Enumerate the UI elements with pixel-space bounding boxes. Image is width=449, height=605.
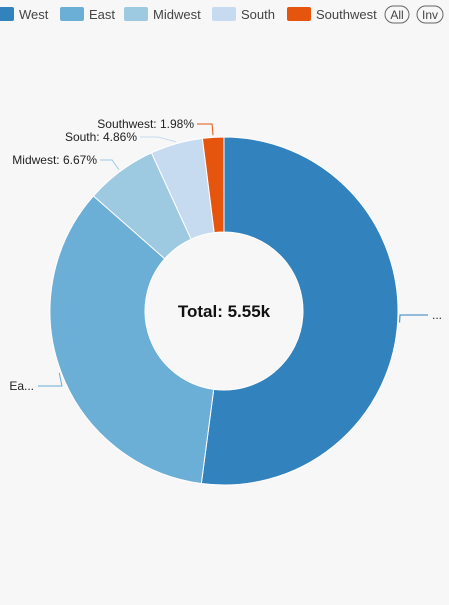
legend-label-east: East <box>89 7 115 22</box>
slice-southwest[interactable] <box>201 136 225 234</box>
slice-east[interactable] <box>49 195 215 485</box>
legend-item-west[interactable]: West <box>0 7 49 22</box>
legend-swatch-midwest <box>124 7 148 21</box>
legend-invert-label: Inv <box>422 8 438 22</box>
legend-item-southwest[interactable]: Southwest <box>287 7 377 22</box>
leader-line-southwest <box>197 123 214 136</box>
leader-line-west <box>399 314 428 323</box>
legend-label-west: West <box>19 7 49 22</box>
leader-line-east <box>38 372 63 387</box>
legend-invert-button[interactable]: Inv <box>416 5 444 24</box>
legend-select-all-button[interactable]: All <box>384 5 410 24</box>
slice-label-south: South: 4.86% <box>65 130 137 144</box>
slice-label-southwest: Southwest: 1.98% <box>97 117 194 131</box>
center-total-label: Total: 5.55k <box>178 302 271 321</box>
legend-label-midwest: Midwest <box>153 7 201 22</box>
donut-slices <box>49 136 399 486</box>
legend-label-southwest: Southwest <box>316 7 377 22</box>
legend-item-south[interactable]: South <box>212 7 275 22</box>
legend-select-all-label: All <box>390 8 403 22</box>
legend-item-midwest[interactable]: Midwest <box>124 7 201 22</box>
slice-west[interactable] <box>200 136 399 486</box>
slice-label-west: ... <box>432 308 442 322</box>
legend-swatch-south <box>212 7 236 21</box>
legend-swatch-east <box>60 7 84 21</box>
leader-line-midwest <box>100 159 120 171</box>
slice-label-east: Ea... <box>9 379 34 393</box>
leader-line-south <box>140 136 176 143</box>
legend-label-south: South <box>241 7 275 22</box>
legend-swatch-southwest <box>287 7 311 21</box>
slice-labels: ... Ea... Midwest: 6.67% South: 4.86%Southw… <box>9 117 442 393</box>
legend-item-east[interactable]: East <box>60 7 115 22</box>
legend: West East Midwest South Southwest <box>0 7 377 22</box>
slice-label-midwest: Midwest: 6.67% <box>12 153 97 167</box>
legend-swatch-west <box>0 7 14 21</box>
